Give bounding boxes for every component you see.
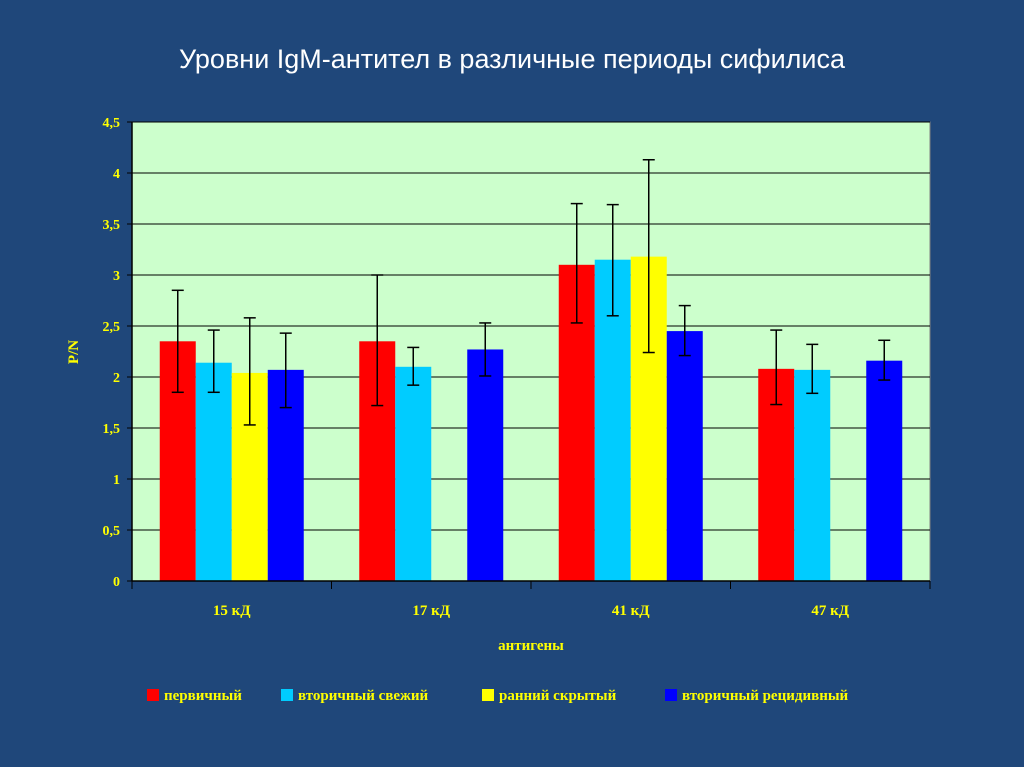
y-tick-label: 1,5 (103, 422, 121, 437)
x-axis-label: антигены (498, 638, 564, 654)
legend-label: вторичный свежий (298, 688, 429, 704)
legend-label: ранний скрытый (499, 688, 617, 704)
y-tick-label: 2 (113, 371, 120, 386)
error-bars (171, 158, 891, 426)
bar (866, 360, 903, 581)
x-tick-label: 47 кД (811, 603, 849, 619)
bar (794, 369, 831, 581)
bar (666, 331, 703, 581)
y-tick-label: 0,5 (103, 524, 121, 539)
bar (467, 349, 504, 581)
y-tick-label: 4 (113, 167, 120, 182)
legend-swatch (147, 689, 159, 701)
legend-swatch (665, 689, 677, 701)
axes: 0 0,5 1 1,5 2 2,5 3 3,5 4 4,5 15 кД 17 кД 41 кД 47 кД (103, 116, 931, 619)
legend-label: вторичный рецидивный (682, 688, 849, 704)
bar (395, 366, 432, 581)
y-tick-label: 2,5 (103, 320, 121, 335)
legend: первичный вторичный свежий ранний скрытый в… (147, 688, 849, 704)
y-tick-label: 3,5 (103, 218, 121, 233)
y-tick-label: 3 (113, 269, 120, 284)
y-tick-label: 0 (113, 575, 120, 590)
y-axis-label: P/N (66, 340, 82, 364)
legend-swatch (482, 689, 494, 701)
slide-title: Уровни IgM-антител в различные периоды с… (178, 44, 846, 74)
x-tick-label: 41 кД (612, 603, 650, 619)
x-tick-label: 15 кД (213, 603, 251, 619)
x-tick-label: 17 кД (412, 603, 450, 619)
y-tick-label: 1 (113, 473, 120, 488)
legend-swatch (281, 689, 293, 701)
y-tick-label: 4,5 (103, 116, 121, 131)
bar (195, 362, 232, 581)
legend-label: первичный (164, 688, 242, 704)
